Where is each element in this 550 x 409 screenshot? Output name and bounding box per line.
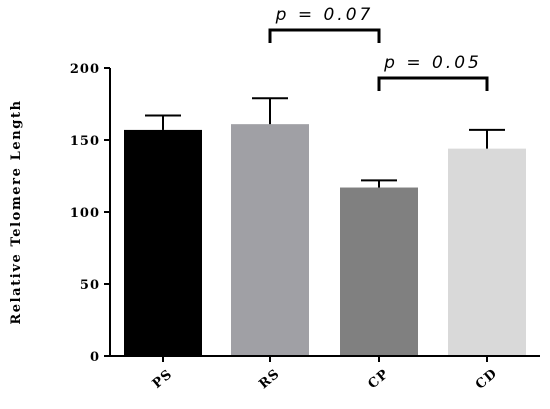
x-tick-label-cd: CD <box>473 366 501 393</box>
annotations-group: p = 0.07 p = 0.05 <box>268 5 489 91</box>
y-tick-label: 100 <box>70 206 100 221</box>
bars-group <box>124 124 526 356</box>
bar-cp <box>340 187 418 356</box>
y-axis-title: Relative Telomere Length <box>9 99 24 324</box>
bar-cd <box>448 148 526 356</box>
bar-rs <box>231 124 309 356</box>
p-value-label-2: p = 0.05 <box>383 53 482 73</box>
y-tick-label: 50 <box>80 278 100 293</box>
x-tick-label-rs: RS <box>256 366 283 392</box>
x-tick-label-ps: PS <box>150 367 176 392</box>
significance-bracket-1 <box>268 28 381 43</box>
y-tick-label: 200 <box>70 62 100 77</box>
p-value-label-1: p = 0.07 <box>275 5 374 25</box>
error-bars-group <box>145 97 505 188</box>
bar-ps <box>124 129 202 356</box>
y-tick-label: 0 <box>90 350 100 365</box>
y-tick-label: 150 <box>70 134 100 149</box>
significance-bracket-2 <box>377 76 489 91</box>
x-tick-label-cp: CP <box>365 366 392 392</box>
